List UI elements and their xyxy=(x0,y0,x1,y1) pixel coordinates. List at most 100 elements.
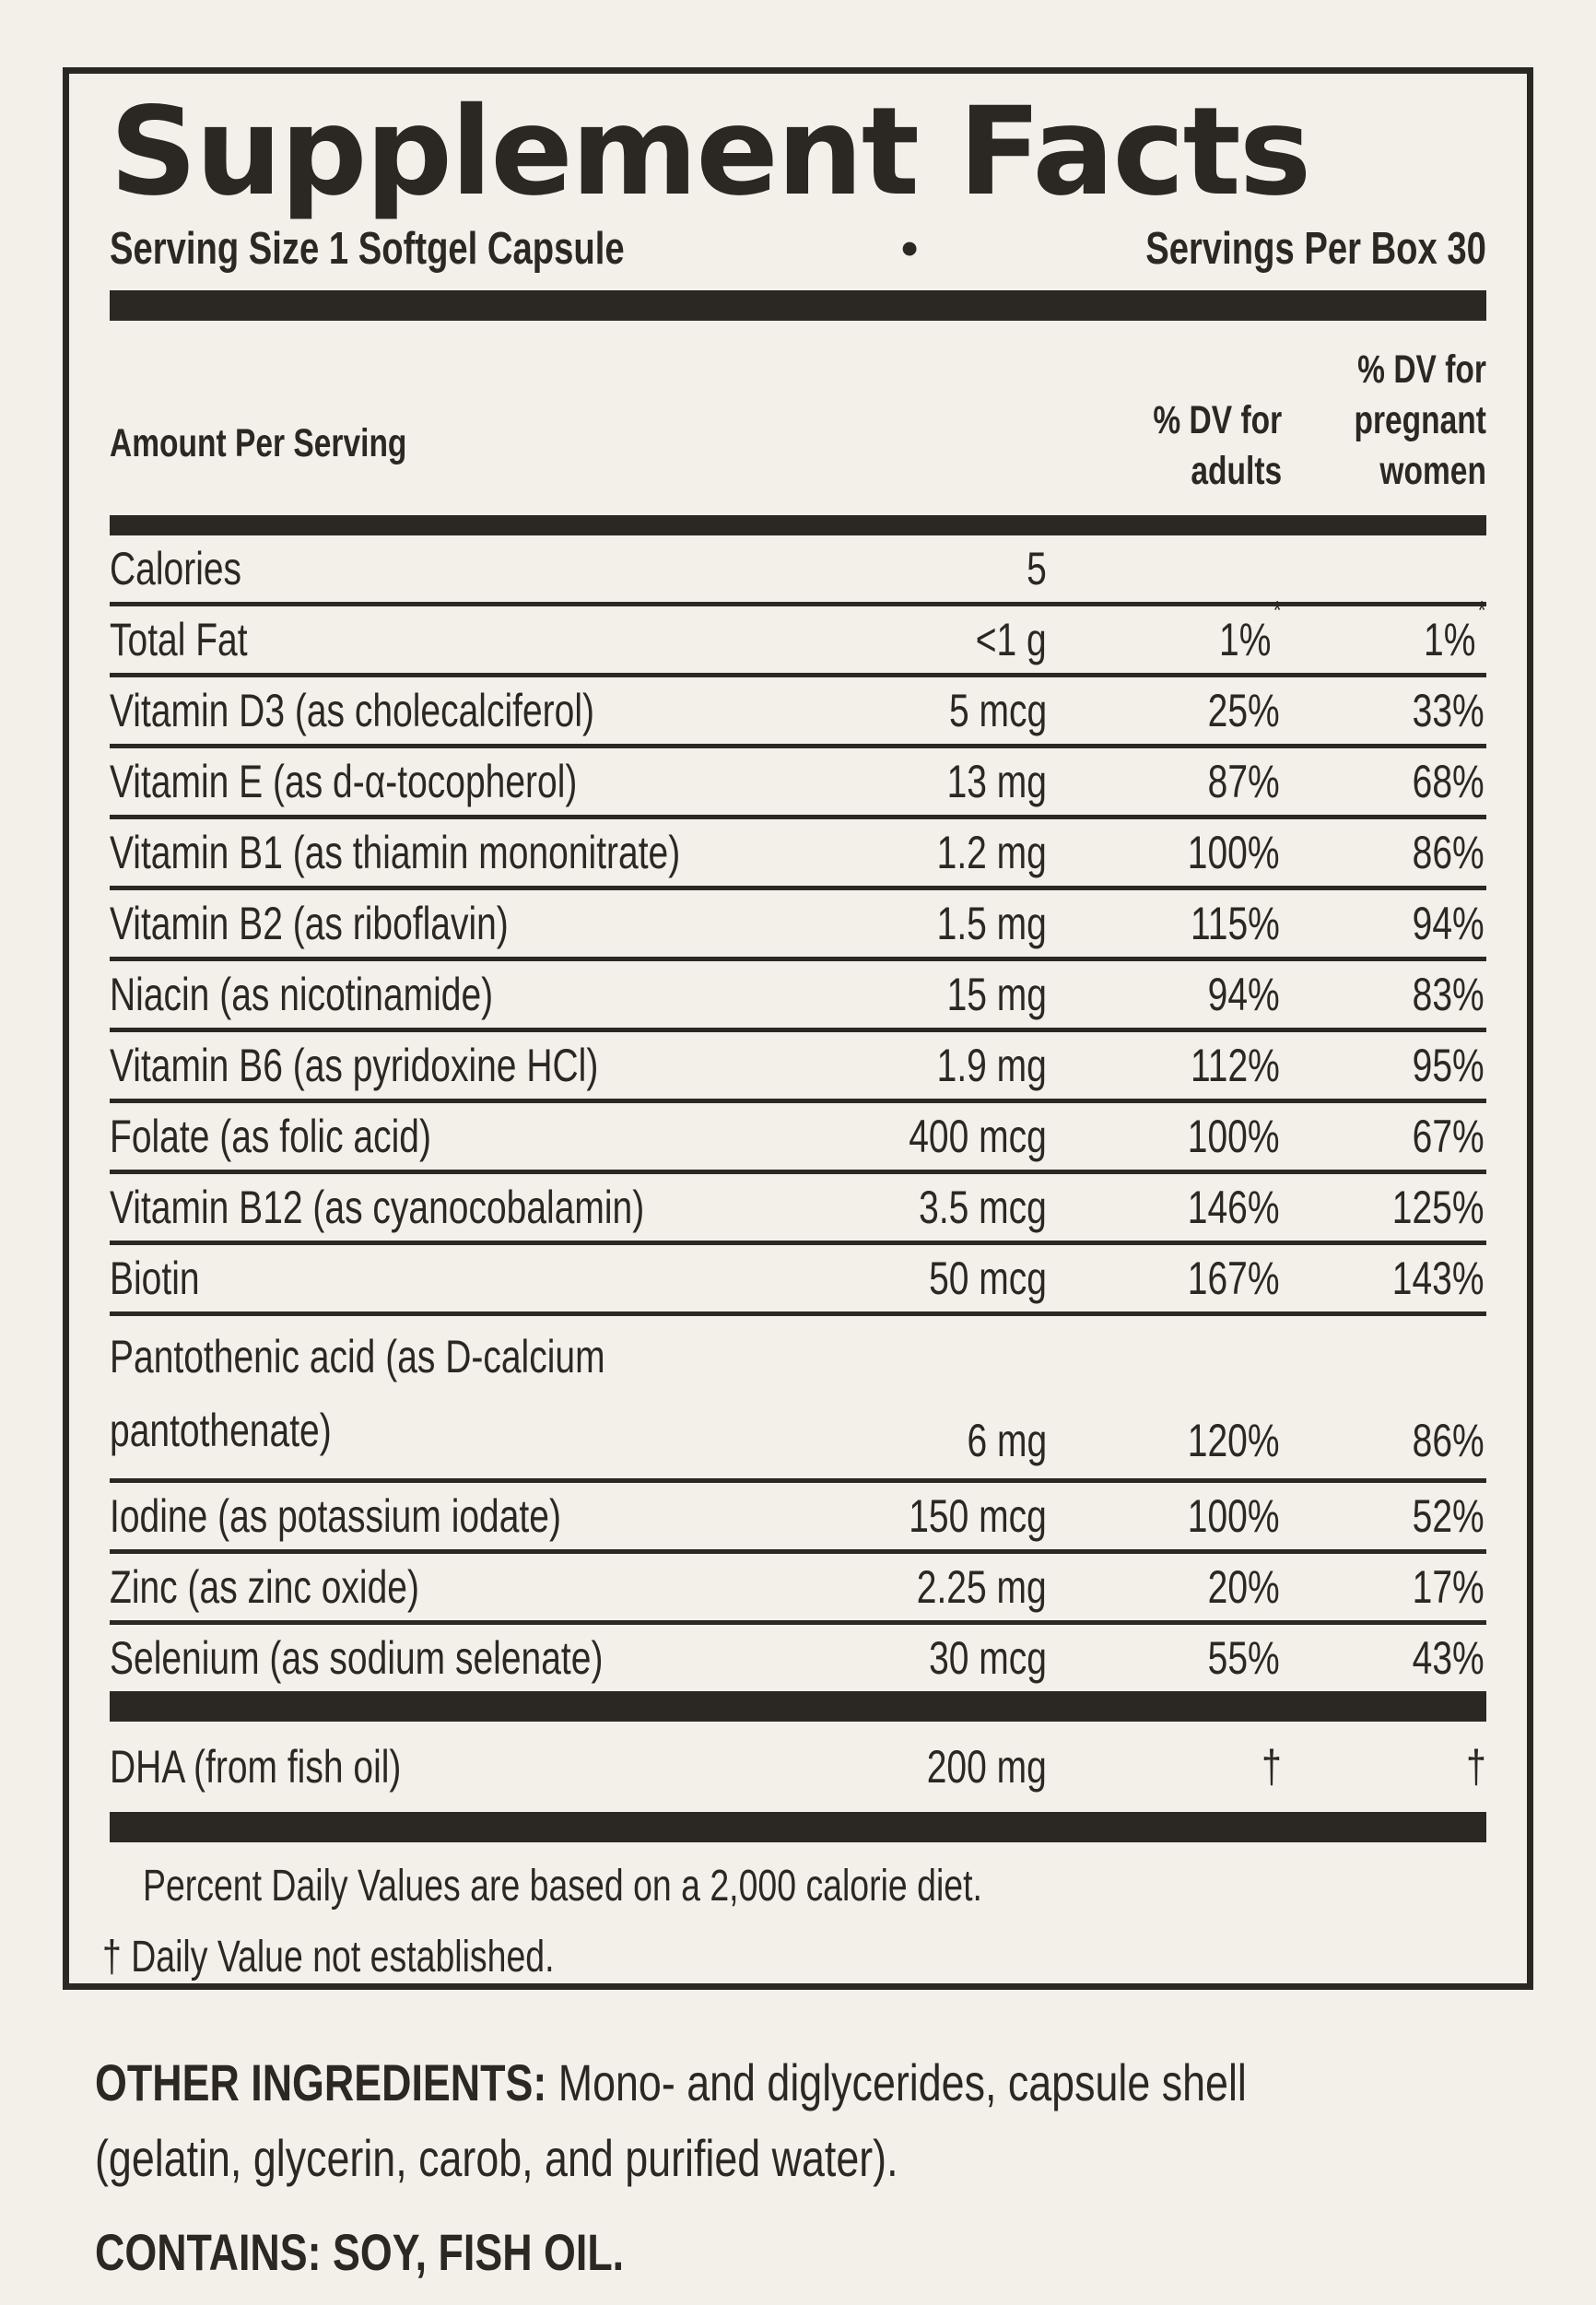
servings-per-box-text: Servings Per Box 30 xyxy=(1145,223,1486,274)
dv-adults: 55% xyxy=(1207,1631,1280,1684)
dv-pregnant: 94% xyxy=(1412,897,1485,949)
nutrient-amount: 5 mcg xyxy=(948,684,1047,736)
nutrient-rows: Calories 5 Total Fat <1 g 1%* 1%* Vitami… xyxy=(110,535,1486,1691)
dv-adults: 87% xyxy=(1207,755,1280,807)
dv-adults: 120% xyxy=(1187,1414,1280,1466)
asterisk-marker: * xyxy=(1478,596,1486,627)
nutrient-amount: 1.2 mg xyxy=(936,826,1047,878)
dv-pregnant: 52% xyxy=(1412,1489,1485,1542)
nutrient-name: DHA (from fish oil) xyxy=(110,1740,402,1793)
nutrient-name: Vitamin B2 (as riboflavin) xyxy=(110,897,509,949)
nutrient-name: Vitamin E (as d-α-tocopherol) xyxy=(110,755,578,807)
nutrient-name: Folate (as folic acid) xyxy=(110,1110,431,1162)
other-ingredients-text: Mono- and diglycerides, capsule shell xyxy=(546,2053,1247,2111)
nutrient-name: Selenium (as sodium selenate) xyxy=(110,1631,604,1684)
dv-pregnant: 143% xyxy=(1391,1252,1485,1304)
nutrient-amount: 50 mcg xyxy=(929,1252,1047,1304)
serving-size-text: Serving Size 1 Softgel Capsule xyxy=(110,223,625,274)
dv-pregnant: 17% xyxy=(1412,1560,1485,1613)
footnote-dagger: † Daily Value not established. xyxy=(102,1932,555,1982)
other-ingredients-line2: (gelatin, glycerin, carob, and purified … xyxy=(95,2129,898,2187)
nutrient-amount: 150 mcg xyxy=(909,1489,1047,1542)
dv-adults: 115% xyxy=(1190,897,1280,949)
nutrient-amount: <1 g xyxy=(975,613,1047,665)
dv-pregnant: 33% xyxy=(1412,684,1485,736)
nutrient-amount: 30 mcg xyxy=(929,1631,1047,1684)
nutrient-name: Total Fat xyxy=(110,613,248,665)
dv-adults-dagger: † xyxy=(1262,1740,1282,1793)
table-row: Vitamin B2 (as riboflavin) 1.5 mg 115% 9… xyxy=(110,890,1486,961)
column-header-dv-pregnant: % DV for pregnant women xyxy=(1354,347,1486,493)
dv-pregnant: 83% xyxy=(1412,968,1485,1020)
serving-row: Serving Size 1 Softgel Capsule • Serving… xyxy=(110,220,1486,277)
column-header-dv-adults: % DV for adults xyxy=(1153,397,1282,493)
label-title: Supplement Facts xyxy=(110,81,1311,223)
footnote-percent-dv: Percent Daily Values are based on a 2,00… xyxy=(143,1861,982,1911)
dv-adults: 167% xyxy=(1187,1252,1280,1304)
table-row: Biotin 50 mcg 167% 143% xyxy=(110,1245,1486,1316)
dv-adults: 100% xyxy=(1187,826,1280,878)
column-headers: Amount Per Serving % DV for adults % DV … xyxy=(110,321,1486,515)
table-row: Vitamin D3 (as cholecalciferol) 5 mcg 25… xyxy=(110,677,1486,748)
dv-adults: 146% xyxy=(1187,1181,1280,1233)
dv-adults: 100% xyxy=(1187,1110,1280,1162)
table-row: Total Fat <1 g 1%* 1%* xyxy=(110,596,1486,677)
nutrient-name: Zinc (as zinc oxide) xyxy=(110,1560,419,1613)
nutrient-amount: 2.25 mg xyxy=(917,1560,1047,1613)
table-row: Vitamin B1 (as thiamin mononitrate) 1.2 … xyxy=(110,819,1486,890)
column-header-amount-per-serving: Amount Per Serving xyxy=(110,420,407,465)
nutrient-name: Calories xyxy=(110,542,242,594)
nutrient-amount: 1.9 mg xyxy=(936,1039,1047,1091)
nutrient-amount: 13 mg xyxy=(946,755,1047,807)
nutrient-name: Vitamin B6 (as pyridoxine HCl) xyxy=(110,1039,599,1091)
dv-adults: 25% xyxy=(1207,684,1280,736)
table-row: Iodine (as potassium iodate) 150 mcg 100… xyxy=(110,1483,1486,1554)
dv-pregnant: 86% xyxy=(1412,1414,1485,1466)
dv-adults: 94% xyxy=(1207,968,1280,1020)
table-row: Vitamin B6 (as pyridoxine HCl) 1.9 mg 11… xyxy=(110,1032,1486,1103)
nutrient-name: Iodine (as potassium iodate) xyxy=(110,1489,561,1542)
asterisk-marker: * xyxy=(1273,596,1282,627)
table-row: Calories 5 xyxy=(110,535,1486,606)
dv-pregnant: 125% xyxy=(1391,1181,1485,1233)
footer: OTHER INGREDIENTS: Mono- and diglyceride… xyxy=(95,2057,1532,2302)
dv-pregnant: 68% xyxy=(1412,755,1485,807)
table-row: Folate (as folic acid) 400 mcg 100% 67% xyxy=(110,1103,1486,1174)
dv-adults: 100% xyxy=(1187,1489,1280,1542)
nutrient-amount: 15 mg xyxy=(946,968,1047,1020)
dv-pregnant: 43% xyxy=(1412,1631,1485,1684)
dv-pregnant: 86% xyxy=(1412,826,1485,878)
dv-adults xyxy=(1047,538,1282,599)
nutrient-name: Vitamin B1 (as thiamin mononitrate) xyxy=(110,826,681,878)
nutrient-amount: 6 mg xyxy=(967,1414,1047,1466)
nutrient-amount: 200 mg xyxy=(926,1740,1047,1793)
dv-pregnant-dagger: † xyxy=(1466,1740,1486,1793)
nutrient-name: Niacin (as nicotinamide) xyxy=(110,968,494,1020)
table-row: Zinc (as zinc oxide) 2.25 mg 20% 17% xyxy=(110,1554,1486,1625)
table-row: Selenium (as sodium selenate) 30 mcg 55%… xyxy=(110,1625,1486,1691)
nutrient-name: Vitamin B12 (as cyanocobalamin) xyxy=(110,1181,645,1233)
label-box: Supplement Facts Serving Size 1 Softgel … xyxy=(63,67,1533,1990)
bullet-separator-icon: • xyxy=(901,221,919,276)
other-ingredients-line1: OTHER INGREDIENTS: Mono- and diglyceride… xyxy=(95,2057,1532,2109)
table-row: Vitamin E (as d-α-tocopherol) 13 mg 87% … xyxy=(110,748,1486,819)
table-row: Niacin (as nicotinamide) 15 mg 94% 83% xyxy=(110,961,1486,1032)
dv-adults: 1%* xyxy=(1219,596,1282,665)
nutrient-amount: 5 xyxy=(1027,542,1047,594)
other-ingredients-label: OTHER INGREDIENTS: xyxy=(95,2053,547,2111)
dv-pregnant: 67% xyxy=(1412,1110,1485,1162)
divider-bar-after-dha xyxy=(110,1811,1486,1842)
dv-pregnant: 1%* xyxy=(1424,596,1486,665)
divider-bar-before-dha xyxy=(110,1690,1486,1722)
nutrient-name: Vitamin D3 (as cholecalciferol) xyxy=(110,684,594,736)
divider-bar-top xyxy=(110,289,1486,321)
table-row: Vitamin B12 (as cyanocobalamin) 3.5 mcg … xyxy=(110,1174,1486,1245)
dv-pregnant: 95% xyxy=(1412,1039,1485,1091)
dv-adults: 20% xyxy=(1207,1560,1280,1613)
dv-pregnant xyxy=(1282,538,1486,599)
contains-statement: CONTAINS: SOY, FISH OIL. xyxy=(95,2223,625,2281)
divider-bar-header xyxy=(110,514,1486,535)
dha-row: DHA (from fish oil) 200 mg † † xyxy=(110,1722,1486,1812)
table-row: Pantothenic acid (as D-calcium pantothen… xyxy=(110,1316,1486,1483)
